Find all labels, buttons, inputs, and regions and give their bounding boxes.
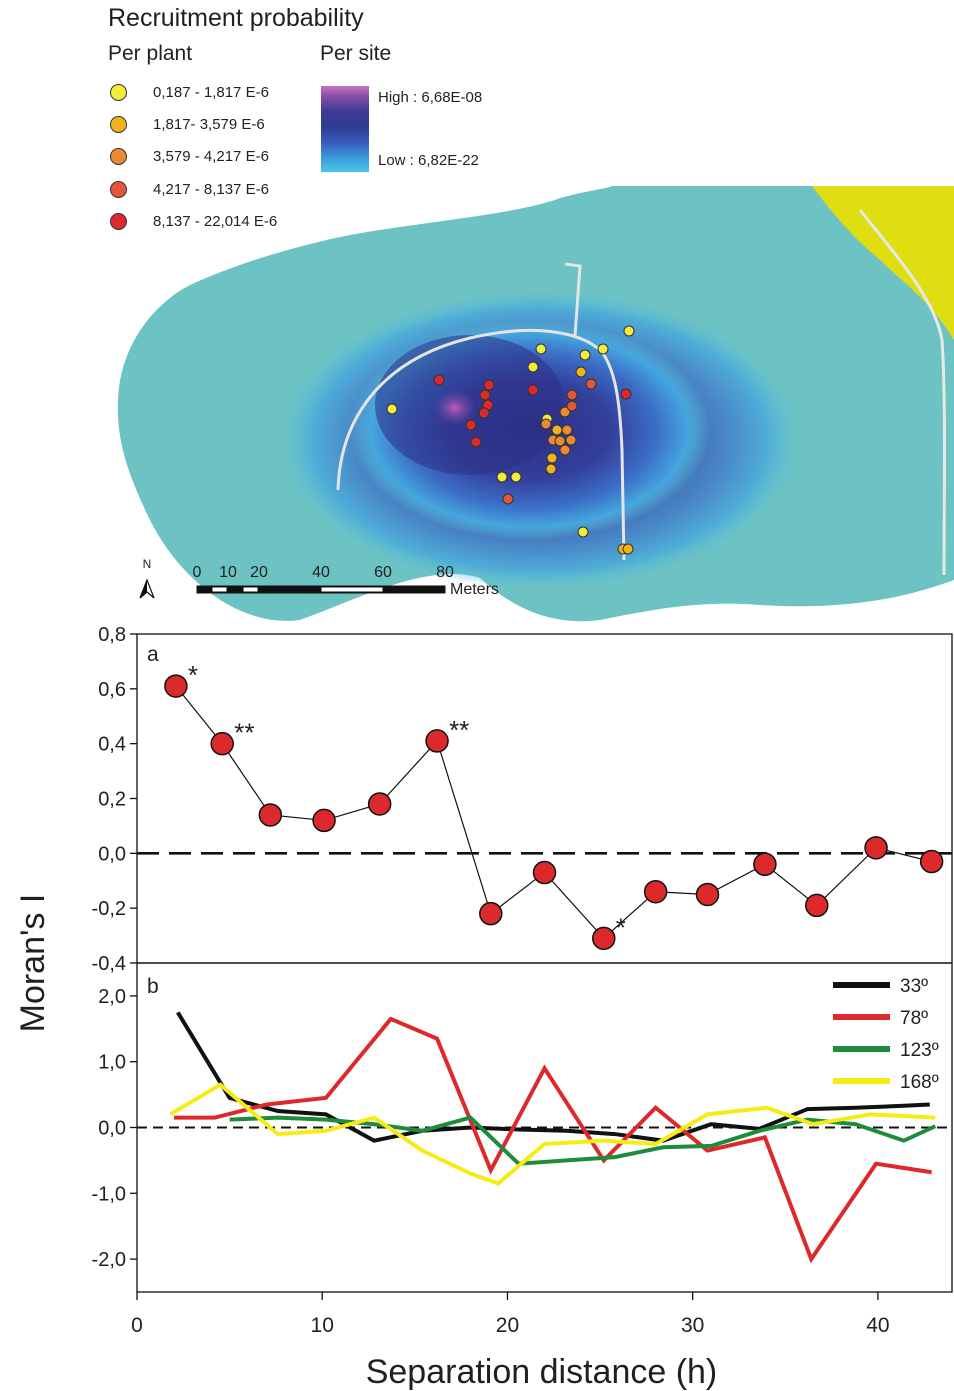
panel-a-data-point [312,808,336,833]
correlogram-charts: -0,4-0,20,00,20,40,60,8 *** *** a -2,0-1,… [14,624,953,1391]
panel-a-data-point [367,792,392,816]
map-background [117,186,954,622]
panel-a-y-tick-label: -0,2 [92,898,126,920]
class-3-label: 3,579 - 4,217 E-6 [153,147,269,165]
x-tick-label: 10 [311,1314,334,1337]
plant-points [386,325,635,555]
scale-bar [196,585,446,594]
panel-a-data-point [210,731,234,756]
per-site-legend-title: Per site [320,42,392,65]
per-plant-class-4: 4,217 - 8,137 E-6 [110,177,269,201]
scale-tick-80: 80 [436,564,454,581]
panel-a-data-point [532,860,557,885]
panel-b-label: b [147,975,159,998]
panel-a-data-point [805,893,829,918]
class-1-label: 0,187 - 1,817 E-6 [153,83,269,101]
panel-a-correlogram: -0,4-0,20,00,20,40,60,8 *** *** a [92,624,953,975]
panel-b-y-tick-label: -1,0 [92,1183,126,1205]
significance-marker: ** [234,718,254,748]
class-3-swatch [110,147,127,165]
panel-b-y-tick-label: 0,0 [98,1118,126,1140]
panel-a-y-tick-label: 0,0 [98,843,126,865]
panel-b-y-tick-label: -2,0 [92,1249,126,1271]
legend-label-1: 78º [900,1008,928,1029]
x-tick-label: 20 [496,1314,519,1337]
scale-tick-10: 10 [219,564,237,581]
scale-tick-60: 60 [374,564,392,581]
panel-b-correlogram: -2,0 -1,0 0,0 1,0 2,0 33º 78º 123º 168º b [92,962,953,1293]
per-plant-legend-title: Per plant [108,42,193,65]
per-plant-class-3: 3,579 - 4,217 E-6 [110,144,269,168]
panel-a-data-point [164,674,188,698]
per-plant-class-2: 1,817- 3,579 E-6 [110,112,265,136]
recruitment-map: N 0 10 20 40 60 80 Meters [117,186,954,622]
scale-tick-0: 0 [193,564,202,581]
series-line-1 [174,1016,932,1264]
panel-a-data-point [919,849,944,874]
panel-a-data-point [425,729,449,753]
panel-b-y-tick-label: 2,0 [98,986,126,1008]
panel-a-data-point [258,803,283,827]
class-5-swatch [110,212,127,230]
north-arrow-icon [139,578,155,599]
x-tick-label: 30 [681,1314,704,1337]
class-4-label: 4,217 - 8,137 E-6 [153,180,269,198]
class-2-swatch [110,115,127,133]
series-line-0 [176,1011,930,1143]
panel-a-y-tick-label: -0,4 [92,953,126,975]
class-5-label: 8,137 - 22,014 E-6 [153,212,278,230]
legend-label-3: 168º [900,1072,939,1093]
panel-a-data-point [592,926,616,951]
scale-tick-20: 20 [250,564,268,581]
scale-unit: Meters [450,581,499,598]
north-label: N [143,557,152,571]
panel-a-y-tick-label: 0,2 [98,789,126,811]
per-site-high-label: High : 6,68E-08 [378,89,483,106]
panel-a-label: a [147,643,159,666]
class-1-swatch [110,83,127,101]
significance-marker: * [188,660,198,690]
x-axis-title: Separation distance (h) [366,1353,718,1391]
y-axis-title: Moran's I [14,894,52,1033]
panel-a-data-point [479,901,503,926]
x-tick-label: 40 [866,1314,889,1337]
class-4-swatch [110,180,127,198]
legend-title: Recruitment probability [108,4,364,32]
panel-a-data-point [643,879,668,904]
per-site-color-ramp [321,86,369,172]
panel-a-y-tick-label: 0,4 [98,734,126,756]
panel-b-y-tick-label: 1,0 [98,1052,126,1074]
legend-label-0: 33º [900,976,928,997]
significance-marker: ** [449,715,469,745]
x-tick-label: 0 [131,1314,143,1337]
per-plant-class-1: 0,187 - 1,817 E-6 [110,80,269,104]
panel-a-data-point [695,882,720,907]
series-line-3 [169,1082,936,1186]
panel-a-data-point [864,836,888,860]
significance-marker: * [616,912,626,942]
per-site-low-label: Low : 6,82E-22 [378,152,479,169]
class-2-label: 1,817- 3,579 E-6 [153,115,265,133]
scale-tick-40: 40 [312,564,330,581]
per-plant-class-5: 8,137 - 22,014 E-6 [110,209,277,233]
panel-a-y-tick-label: 0,8 [98,624,126,646]
panel-a-data-point [753,852,777,877]
panel-a-y-tick-label: 0,6 [98,679,126,701]
legend-label-2: 123º [900,1040,939,1061]
